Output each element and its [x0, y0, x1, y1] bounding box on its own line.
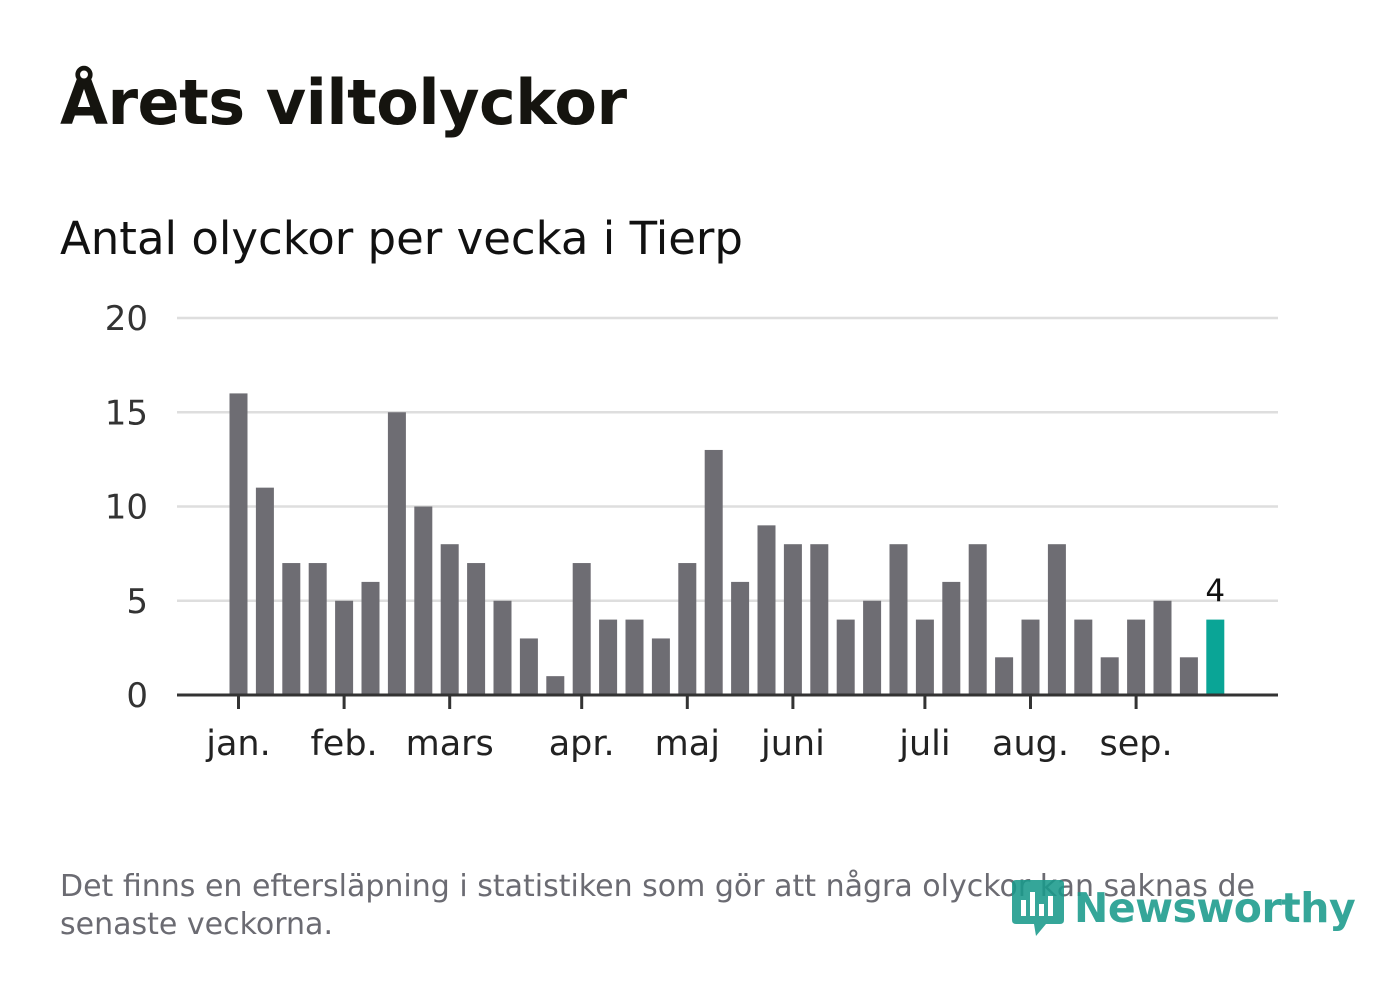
bar-chart: 0 5 10 15 20 jan. feb. mars apr. maj juni juli aug.… [105, 299, 1278, 764]
y-tick-label: 10 [105, 488, 148, 528]
bar-week-25 [863, 600, 882, 695]
bar-week-32 [1047, 544, 1066, 695]
bar-week-36 [1153, 600, 1172, 695]
bar-week-21 [757, 525, 776, 695]
month-label: maj [655, 724, 720, 764]
month-label: aug. [992, 724, 1069, 764]
bar-week-33 [1074, 619, 1093, 695]
bar-week-24 [836, 619, 855, 695]
bar-week-20 [731, 581, 750, 695]
month-label: mars [406, 724, 494, 764]
bar-week-18 [678, 563, 697, 695]
gridlines [177, 316, 1278, 602]
bar-week-38 [1206, 619, 1225, 695]
month-label: jan. [205, 724, 270, 764]
chart-subtitle: Antal olyckor per vecka i Tierp [60, 212, 743, 265]
newsworthy-logo: Newsworthy [1010, 876, 1356, 940]
bar-week-3 [282, 563, 301, 695]
bar-week-9 [440, 544, 459, 695]
month-label: apr. [549, 724, 615, 764]
bar-week-29 [968, 544, 987, 695]
bar-week-11 [493, 600, 512, 695]
bar-week-10 [467, 563, 486, 695]
bar-week-30 [995, 657, 1014, 695]
bar-week-14 [572, 563, 591, 695]
bar-week-37 [1179, 657, 1198, 695]
bar-week-16 [625, 619, 644, 695]
bar-week-2 [255, 487, 274, 695]
bar-week-34 [1100, 657, 1119, 695]
chart-title: Årets viltolyckor [60, 66, 627, 139]
month-label: juli [898, 724, 950, 764]
y-tick-label: 0 [126, 676, 148, 716]
x-axis-month-labels: jan. feb. mars apr. maj juni juli aug. sep. [205, 724, 1172, 764]
month-label: feb. [310, 724, 377, 764]
bar-week-4 [308, 563, 327, 695]
logo-text: Newsworthy [1074, 884, 1356, 932]
bar-week-23 [810, 544, 829, 695]
bar-week-1 [229, 393, 248, 695]
bar-week-26 [889, 544, 908, 695]
bar-week-13 [546, 676, 565, 695]
bar-week-6 [361, 581, 380, 695]
bar-week-27 [915, 619, 934, 695]
month-label: juni [760, 724, 825, 764]
bar-week-5 [335, 600, 354, 695]
bar-week-31 [1021, 619, 1040, 695]
bar-week-35 [1127, 619, 1146, 695]
bar-week-7 [387, 412, 406, 695]
x-axis-ticks [237, 695, 1138, 709]
newsworthy-logo-icon [1012, 880, 1064, 936]
month-label: sep. [1100, 724, 1173, 764]
bar-week-17 [651, 638, 670, 695]
y-axis-tick-labels: 0 5 10 15 20 [105, 299, 148, 716]
bar-week-19 [704, 449, 723, 695]
bar-week-22 [783, 544, 802, 695]
y-tick-label: 5 [126, 582, 148, 622]
last-bar-value-label: 4 [1205, 574, 1225, 610]
bars [229, 393, 1225, 695]
bar-week-8 [414, 506, 433, 695]
bar-week-12 [519, 638, 538, 695]
bar-week-28 [942, 581, 961, 695]
y-tick-label: 15 [105, 393, 148, 433]
bar-week-15 [599, 619, 618, 695]
y-tick-label: 20 [105, 299, 148, 339]
